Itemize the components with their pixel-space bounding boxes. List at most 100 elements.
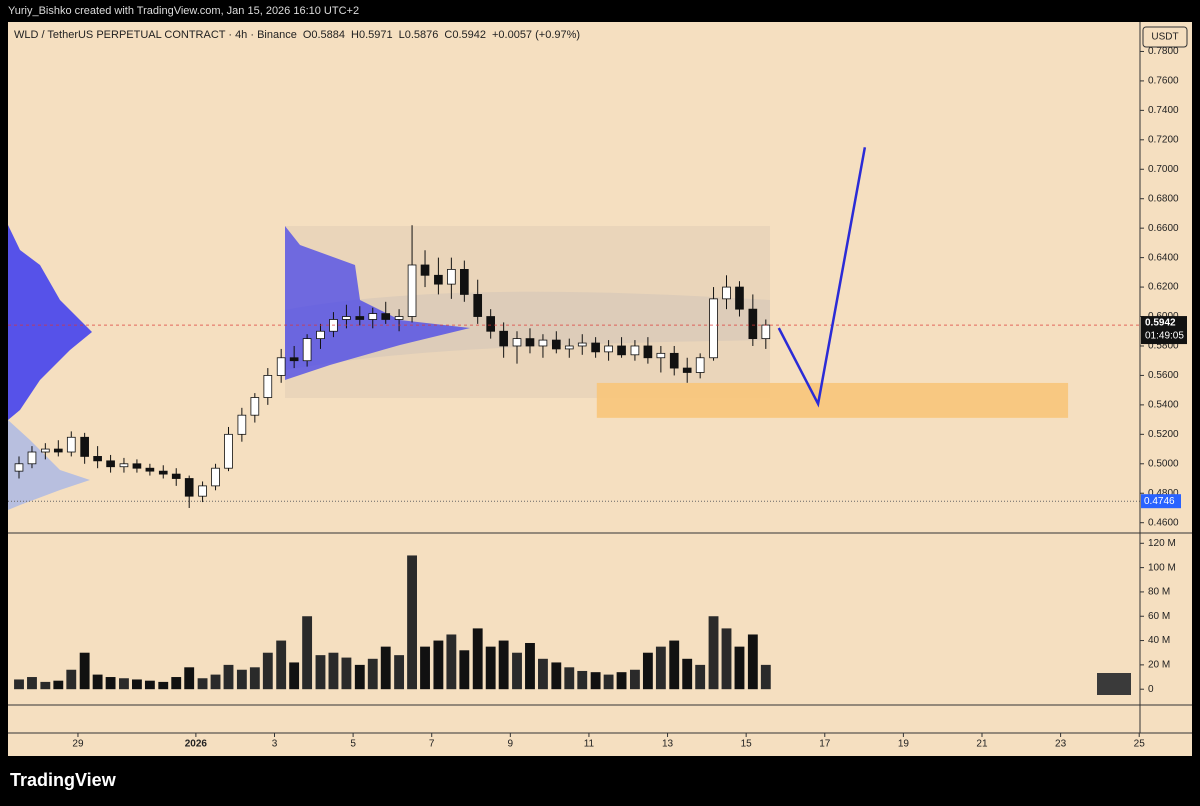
x-tick-label: 9 xyxy=(508,739,514,750)
y-tick-label: 0.6800 xyxy=(1148,193,1179,204)
candle-body xyxy=(158,470,168,475)
volume-bar xyxy=(485,646,496,690)
candle-body xyxy=(434,274,443,285)
candle-body xyxy=(669,352,679,369)
volume-tick-label: 80 M xyxy=(1148,587,1170,598)
candle-body xyxy=(538,339,548,347)
candle-body xyxy=(224,433,233,469)
legend-text: L0.5876 xyxy=(399,29,439,41)
volume-bar xyxy=(354,664,365,690)
volume-bar xyxy=(380,646,391,690)
volume-bar xyxy=(27,677,37,690)
band xyxy=(285,291,770,370)
volume-tick-label: 60 M xyxy=(1148,611,1170,622)
candle-body xyxy=(577,342,587,347)
volume-bar xyxy=(197,678,208,690)
candle-body xyxy=(316,330,325,340)
legend-text: H0.5971 xyxy=(351,29,393,41)
scroll-button[interactable] xyxy=(1097,673,1131,695)
candle-body xyxy=(761,324,771,340)
plot-area xyxy=(8,147,1140,690)
volume-bar xyxy=(472,628,483,690)
y-tick-label: 0.6200 xyxy=(1148,282,1179,293)
volume-bar xyxy=(629,669,640,690)
y-tick-label: 0.7600 xyxy=(1148,76,1179,87)
candle-body xyxy=(53,448,63,453)
candle-body xyxy=(499,330,508,347)
session-volume-profile xyxy=(285,226,470,380)
low-marker-box xyxy=(1141,494,1181,509)
y-tick-label: 0.7200 xyxy=(1148,134,1179,145)
candle-body xyxy=(604,345,613,353)
y-tick-label: 0.6400 xyxy=(1148,252,1179,263)
candle-body xyxy=(93,456,102,462)
x-tick-label: 13 xyxy=(662,739,674,750)
volume-bar xyxy=(223,664,234,690)
volume-bar xyxy=(525,642,535,690)
volume-bar xyxy=(590,672,601,690)
volume-bar xyxy=(538,658,548,690)
legend-text: C0.5942 xyxy=(444,29,486,41)
volume-profile xyxy=(8,225,92,420)
candle-body xyxy=(289,357,299,362)
volume-bar xyxy=(577,670,588,690)
x-tick-label: 15 xyxy=(741,739,753,750)
x-tick-label: 25 xyxy=(1134,739,1146,750)
candle-body xyxy=(132,463,142,469)
volume-tick-label: 40 M xyxy=(1148,635,1170,646)
x-tick-label: 11 xyxy=(584,739,595,750)
candle-body xyxy=(184,478,194,497)
volume-bar xyxy=(79,652,90,690)
low-marker-label: 0.4746 xyxy=(1144,496,1175,507)
volume-bar xyxy=(446,634,457,690)
candle-body xyxy=(14,463,24,472)
candle-body xyxy=(591,342,600,353)
candle-body xyxy=(682,367,692,373)
candle-body xyxy=(630,345,640,356)
y-tick-label: 0.5000 xyxy=(1148,458,1179,469)
candle-body xyxy=(643,345,653,359)
candle-body xyxy=(656,352,666,359)
volume-bar xyxy=(53,680,64,690)
candle-body xyxy=(420,264,430,276)
candle-body xyxy=(27,451,37,465)
candle-body xyxy=(564,345,574,350)
candle-body xyxy=(748,308,758,340)
volume-bar xyxy=(551,662,562,690)
volume-bar xyxy=(734,646,745,690)
y-tick-label: 0.7800 xyxy=(1148,46,1179,57)
x-tick-label: 19 xyxy=(898,739,910,750)
volume-bar xyxy=(341,657,352,690)
x-tick-label: 5 xyxy=(350,739,356,750)
currency-box[interactable] xyxy=(1142,26,1188,48)
volume-bar xyxy=(367,658,378,690)
volume-bar xyxy=(616,672,627,690)
x-tick-label: 2026 xyxy=(185,739,208,750)
legend-text: WLD / TetherUS PERPETUAL CONTRACT · 4h ·… xyxy=(14,29,297,41)
volume-bar xyxy=(328,652,339,690)
volume-bar xyxy=(695,664,706,690)
volume-bar xyxy=(236,669,247,690)
volume-bar xyxy=(184,667,195,690)
candle-body xyxy=(119,463,129,468)
volume-bar xyxy=(119,678,129,690)
volume-bar xyxy=(276,640,287,690)
volume-bar xyxy=(171,677,182,690)
candle-body xyxy=(211,467,220,487)
volume-bar xyxy=(40,681,51,690)
volume-bar xyxy=(394,655,405,690)
candle-body xyxy=(342,316,351,320)
x-tick-label: 3 xyxy=(272,739,278,750)
volume-bar xyxy=(105,677,116,690)
volume-bar xyxy=(158,681,169,690)
candle-body xyxy=(695,357,705,373)
volume-tick-label: 100 M xyxy=(1148,562,1176,573)
y-tick-label: 0.4800 xyxy=(1148,488,1179,499)
candle-body xyxy=(512,338,522,347)
candle-body xyxy=(709,298,718,359)
y-tick-label: 0.7400 xyxy=(1148,105,1179,116)
volume-bar xyxy=(498,640,509,690)
x-tick-label: 29 xyxy=(72,739,84,750)
y-tick-label: 0.4600 xyxy=(1148,517,1179,528)
candle-body xyxy=(447,269,456,285)
